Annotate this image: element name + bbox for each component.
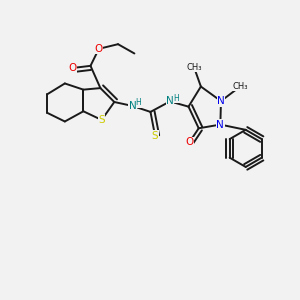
Text: O: O — [95, 44, 103, 54]
Text: N: N — [129, 101, 137, 111]
Text: N: N — [217, 96, 225, 106]
Text: S: S — [98, 115, 105, 125]
Text: N: N — [217, 120, 224, 130]
Text: H: H — [136, 98, 141, 107]
Text: H: H — [173, 94, 178, 103]
Text: CH₃: CH₃ — [186, 63, 202, 72]
Text: O: O — [68, 63, 77, 73]
Text: CH₃: CH₃ — [232, 82, 248, 91]
Text: S: S — [152, 131, 158, 141]
Text: O: O — [185, 137, 194, 147]
Text: N: N — [166, 96, 174, 106]
